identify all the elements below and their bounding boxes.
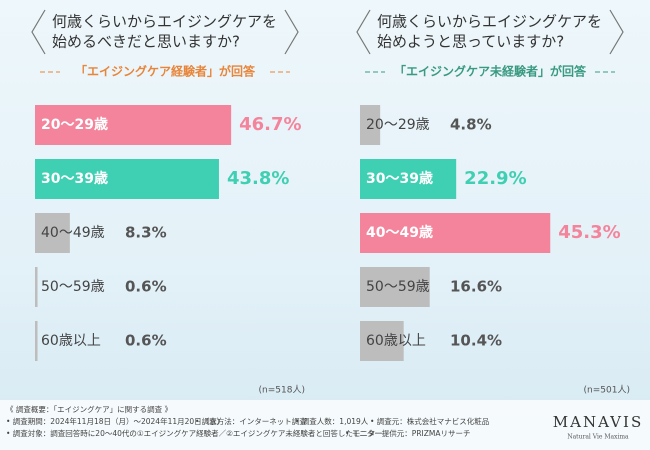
category-label: 50〜59歳 (366, 279, 430, 295)
title-bracket (284, 9, 299, 55)
bar (35, 105, 232, 145)
category-label: 30〜39歳 (366, 170, 433, 187)
category-label: 50〜59歳 (41, 279, 105, 295)
chart-title: 何歳くらいからエイジングケアを (52, 13, 277, 31)
bar (35, 321, 38, 361)
title-bracket (356, 9, 371, 55)
bar (360, 159, 457, 199)
category-label: 40〜49歳 (366, 224, 433, 241)
sample-note: (n=501人) (584, 385, 630, 396)
category-label: 30〜39歳 (41, 170, 108, 187)
value-label: 4.8% (450, 116, 492, 134)
footer-item: • 調査対象：調査回答時に20〜40代の①エイジングケア経験者／②エイジングケア… (6, 428, 383, 438)
value-label: 43.8% (227, 168, 289, 189)
value-label: 10.4% (450, 332, 502, 350)
sample-note: (n=518人) (259, 385, 305, 396)
value-label: 0.6% (125, 278, 167, 296)
logo-brand: MANAVIS (553, 413, 643, 431)
footer-heading: 《 調査概要：「エイジングケア」に関する調査 》 (6, 404, 172, 414)
bar (360, 213, 551, 253)
value-label: 46.7% (239, 114, 301, 135)
value-label: 8.3% (125, 224, 167, 242)
bar (360, 321, 404, 361)
value-label: 22.9% (464, 168, 526, 189)
chart-title: 始めるべきだと思いますか? (52, 33, 240, 51)
footer-item: • モニター提供元：PRIZMAリサーチ (345, 428, 471, 438)
footer-item: • 調査元：株式会社マナビス化粧品 (370, 416, 489, 426)
footer-item: • 調査人数：1,019人 (295, 416, 369, 426)
chart-title: 何歳くらいからエイジングケアを (377, 13, 602, 31)
value-label: 0.6% (125, 332, 167, 350)
bar (35, 213, 70, 253)
chart-title: 始めようと思っていますか? (377, 33, 564, 51)
bar (35, 267, 38, 307)
bar (360, 105, 381, 145)
title-bracket (31, 9, 46, 55)
title-bracket (609, 9, 624, 55)
value-label: 45.3% (558, 222, 620, 243)
category-label: 40〜49歳 (41, 225, 105, 241)
bar (35, 159, 219, 199)
footer-band (0, 400, 650, 450)
category-label: 60歳以上 (41, 333, 101, 349)
logo-tagline: Natural Vie Maxima (567, 434, 629, 441)
footer-item: • 調査方法：インターネット調査 (195, 416, 307, 426)
chart-subtitle: 「エイジングケア未経験者」が回答 (394, 64, 587, 79)
category-label: 20〜29歳 (41, 116, 108, 133)
category-label: 60歳以上 (366, 333, 426, 349)
value-label: 16.6% (450, 278, 502, 296)
category-label: 20〜29歳 (366, 117, 430, 133)
bar (360, 267, 430, 307)
footer-item: • 調査期間：2024年11月18日（月）～2024年11月20日（水） (6, 416, 224, 426)
chart-subtitle: 「エイジングケア経験者」が回答 (75, 64, 256, 79)
